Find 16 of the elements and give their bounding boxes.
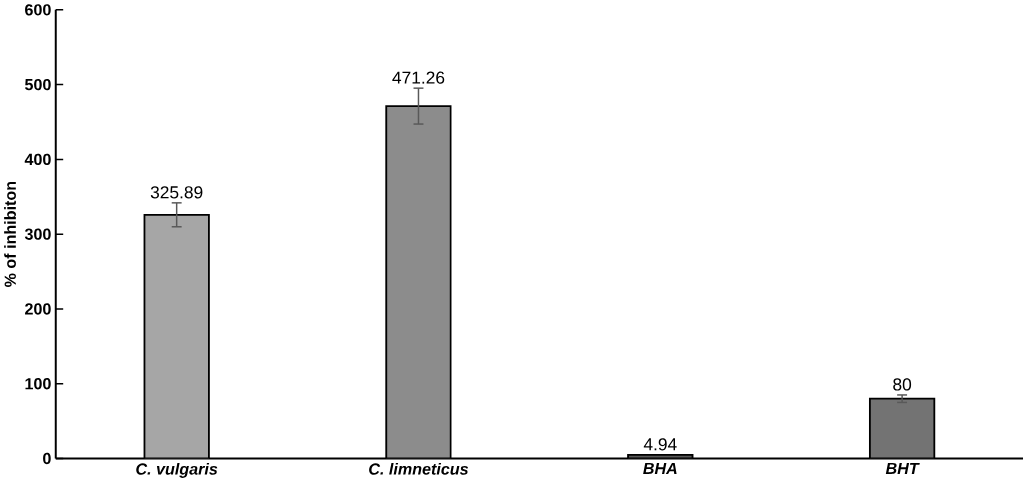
- y-tick-label: 0: [43, 452, 51, 465]
- y-tick-label: 600: [25, 4, 51, 16]
- y-tick-label: 200: [25, 303, 51, 315]
- y-axis-title: % of inhibiton: [4, 181, 16, 288]
- x-tick-label: BHT: [885, 462, 920, 474]
- y-tick-label: 100: [25, 378, 51, 390]
- x-tick-label: C. vulgaris: [136, 462, 218, 478]
- y-tick-label: 500: [24, 78, 51, 91]
- data-label: 4.94: [643, 438, 677, 451]
- x-tick-label: C. limneticus: [369, 462, 469, 475]
- data-label: 471.26: [392, 71, 445, 84]
- x-tick-label: BHA: [643, 462, 677, 474]
- y-tick-label: 400: [24, 153, 51, 166]
- y-tick-label: 300: [24, 228, 51, 240]
- data-label: 80: [893, 378, 912, 391]
- data-label: 325.89: [150, 186, 203, 199]
